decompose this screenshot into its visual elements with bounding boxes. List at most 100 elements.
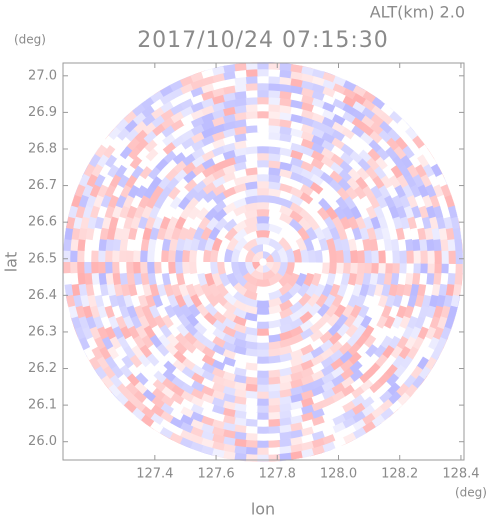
echo-cell <box>222 274 227 285</box>
echo-cell <box>246 185 258 187</box>
echo-cell <box>330 239 333 251</box>
echo-cell <box>407 307 411 319</box>
echo-cell <box>213 69 226 72</box>
echo-cell <box>436 186 441 198</box>
echo-cell <box>333 250 334 262</box>
echo-cell <box>178 261 179 273</box>
echo-cell <box>103 283 105 296</box>
echo-cell <box>223 382 235 385</box>
echo-cell <box>112 216 115 228</box>
echo-cell <box>291 89 304 92</box>
echo-cell <box>192 104 204 109</box>
echo-cell <box>255 257 257 262</box>
echo-cell <box>170 217 175 228</box>
echo-cell <box>280 87 293 89</box>
echo-cell <box>75 227 77 240</box>
echo-cell <box>359 239 361 251</box>
echo-cell <box>241 249 245 262</box>
echo-cell <box>89 194 93 206</box>
echo-cell <box>267 387 280 388</box>
echo-cell <box>153 227 156 239</box>
echo-cell <box>267 437 280 438</box>
echo-cell <box>444 207 447 220</box>
echo-cell <box>222 447 235 449</box>
echo-cell <box>245 316 257 319</box>
echo-cell <box>400 207 404 219</box>
echo-cell <box>352 239 354 251</box>
echo-cell <box>269 301 281 304</box>
echo-cell <box>222 440 235 442</box>
echo-cell <box>212 363 224 368</box>
echo-cell <box>224 153 236 157</box>
echo-cell <box>290 360 302 364</box>
echo-cell <box>246 171 258 173</box>
echo-cell <box>280 73 293 75</box>
echo-cell <box>186 250 187 262</box>
echo-cell <box>442 284 444 297</box>
echo-cell <box>291 337 302 342</box>
echo-cell <box>465 273 466 286</box>
echo-cell <box>244 444 257 445</box>
echo-cell <box>279 349 291 352</box>
echo-cell <box>409 240 410 253</box>
echo-cell <box>224 167 236 171</box>
echo-cell <box>213 141 225 145</box>
echo-cell <box>93 205 97 218</box>
echo-cell <box>280 186 292 190</box>
echo-cell <box>395 239 397 252</box>
echo-cell <box>88 249 89 262</box>
echo-cell <box>279 400 292 402</box>
echo-cell <box>273 262 277 272</box>
echo-cell <box>451 307 454 320</box>
echo-cell <box>245 380 257 381</box>
echo-cell <box>396 218 399 230</box>
echo-cell <box>291 329 302 334</box>
echo-cell <box>224 60 237 62</box>
echo-cell <box>212 415 224 419</box>
echo-cell <box>213 76 226 79</box>
echo-cell <box>385 228 388 240</box>
echo-cell <box>235 94 248 96</box>
echo-cell <box>233 421 246 423</box>
echo-cell <box>361 251 362 263</box>
echo-cell <box>302 164 313 169</box>
echo-cell <box>351 218 356 229</box>
echo-cell <box>222 461 235 463</box>
echo-cell <box>215 273 219 285</box>
echo-cell <box>67 315 71 328</box>
echo-cell <box>211 444 224 447</box>
y-tick-label: 26.3 <box>28 324 57 339</box>
echo-cell <box>263 247 273 251</box>
echo-cell <box>223 360 235 364</box>
echo-cell <box>224 182 235 187</box>
echo-cell <box>369 207 374 219</box>
echo-cell <box>291 124 303 127</box>
echo-cell <box>95 272 96 285</box>
echo-cell <box>151 272 153 284</box>
echo-cell <box>105 294 108 307</box>
echo-cell <box>102 272 103 285</box>
echo-cell <box>118 316 123 328</box>
echo-cell <box>220 250 222 262</box>
echo-cell <box>248 252 252 262</box>
echo-cell <box>333 441 345 446</box>
echo-cell <box>456 284 458 297</box>
echo-cell <box>322 445 334 449</box>
echo-cell <box>333 228 338 240</box>
echo-cell <box>137 206 142 218</box>
echo-cell <box>196 228 201 239</box>
echo-cell <box>233 435 246 437</box>
echo-cell <box>388 296 392 308</box>
echo-cell <box>257 234 270 235</box>
echo-cell <box>234 334 246 338</box>
echo-cell <box>369 306 374 317</box>
echo-cell <box>170 295 175 306</box>
echo-cell <box>130 238 132 251</box>
echo-cell <box>300 452 313 455</box>
echo-cell <box>190 422 202 427</box>
echo-cell <box>291 68 304 70</box>
echo-cell <box>279 371 291 374</box>
echo-cell <box>235 172 247 175</box>
echo-cell <box>245 430 258 431</box>
echo-cell <box>301 401 313 405</box>
